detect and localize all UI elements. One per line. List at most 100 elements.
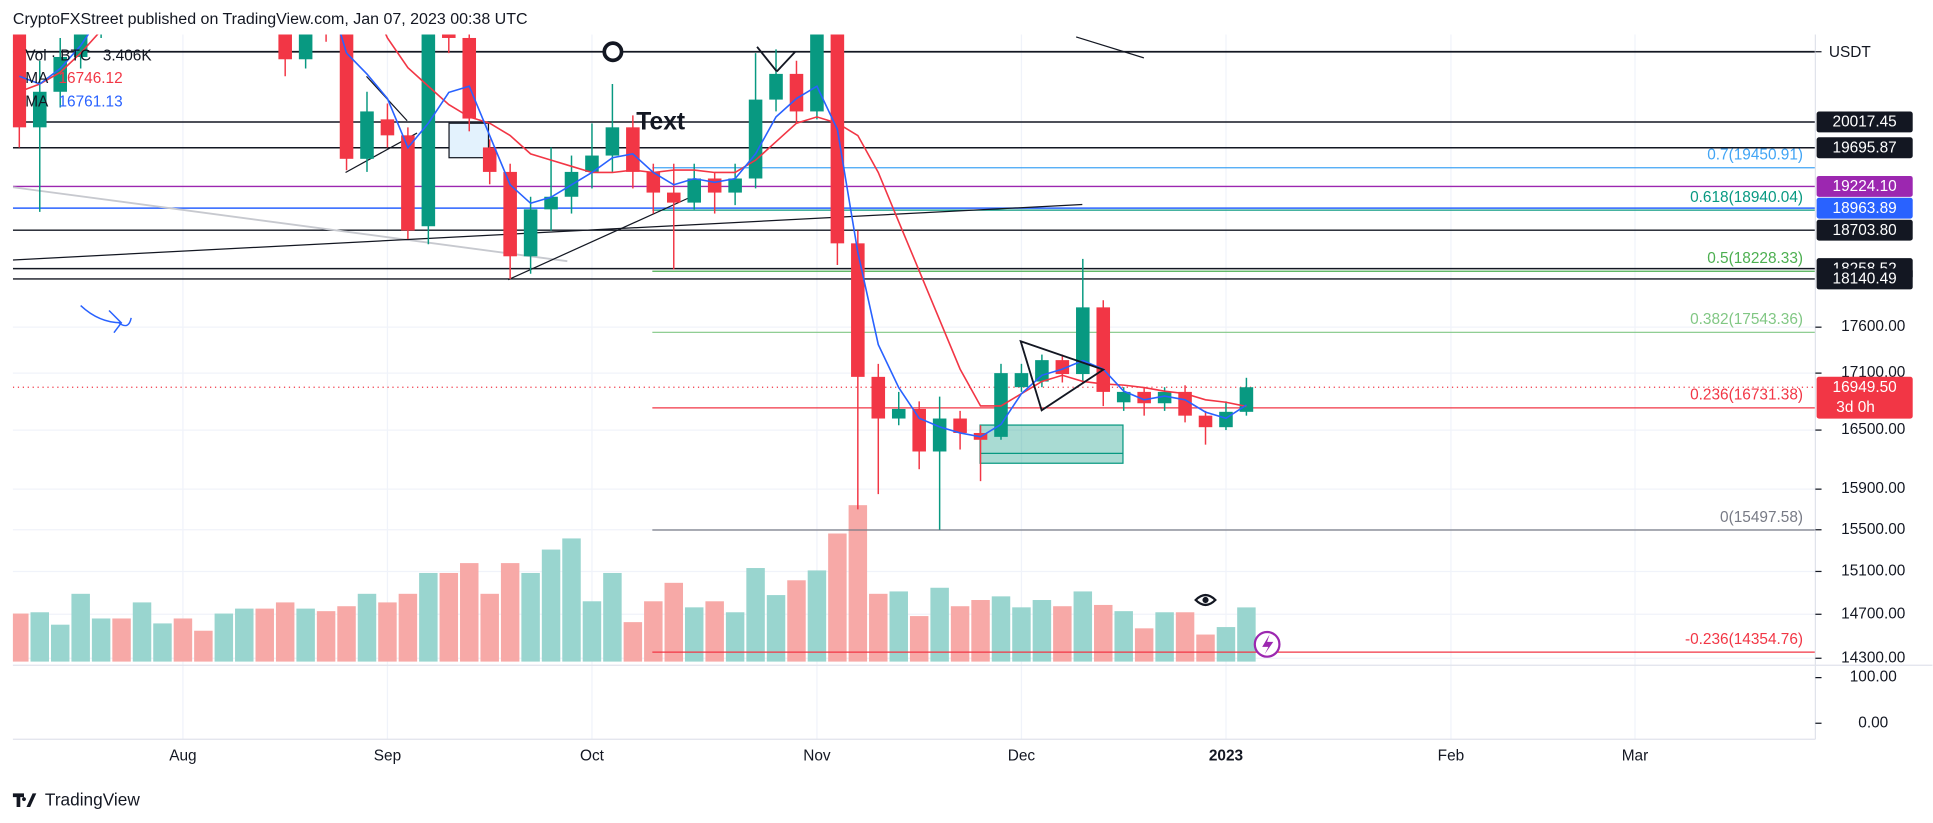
volume-bar <box>562 538 581 662</box>
volume-bar <box>480 593 499 662</box>
candle-body <box>687 178 701 203</box>
candle-body <box>953 418 967 433</box>
price-label-box <box>1816 175 1913 197</box>
volume-bar <box>828 533 847 662</box>
candle-body <box>748 99 763 179</box>
legend: Vol · BTC 3.406K MA 16746.12 MA 16761.13 <box>25 48 152 111</box>
fib-label: 0.5(18228.33) <box>1707 250 1803 267</box>
candle-body <box>462 37 477 119</box>
candle-body <box>728 178 742 193</box>
volume-bar <box>275 602 295 662</box>
price-label-box <box>1816 137 1913 159</box>
x-tick-label: Sep <box>374 748 401 765</box>
candle-body <box>1096 307 1111 392</box>
y-tick-label: 0.00 <box>1858 714 1888 731</box>
x-tick-label: Aug <box>169 748 196 765</box>
volume-bar <box>316 611 336 662</box>
candle-body <box>1157 391 1172 404</box>
candle-body <box>32 91 47 128</box>
volume-bar <box>909 616 929 662</box>
volume-bar <box>194 630 213 662</box>
candle-body <box>339 34 354 159</box>
legend-volume-name: Vol · BTC <box>25 48 91 65</box>
volume-bar <box>460 563 479 662</box>
volume-bar <box>603 572 622 662</box>
volume-bar <box>766 595 786 662</box>
y-tick-label: 16500.00 <box>1841 421 1905 438</box>
volume-bar <box>112 618 131 662</box>
volume-bar <box>50 624 70 662</box>
footer-logo: TradingView <box>12 789 140 809</box>
y-tick-label: 14700.00 <box>1841 605 1905 622</box>
volume-bar <box>1155 612 1174 662</box>
volume-bar <box>848 505 868 662</box>
candle-body <box>666 192 681 203</box>
ma-line <box>19 34 1247 438</box>
x-tick-label: Mar <box>1622 748 1649 765</box>
volume-bar <box>746 568 765 662</box>
triangle <box>1019 339 1106 412</box>
x-tick-label: Oct <box>580 748 605 765</box>
fib-label: 0.618(18940.04) <box>1690 189 1803 206</box>
volume-bar <box>378 602 397 662</box>
volume-bar <box>357 593 377 662</box>
volume-bar <box>419 572 438 662</box>
volume-bar <box>787 580 806 662</box>
candle-body <box>851 243 865 377</box>
x-tick-label: Feb <box>1438 748 1465 765</box>
volume-bar <box>541 549 561 662</box>
candle-body <box>482 147 497 172</box>
x-tick-label: Nov <box>803 748 831 765</box>
countdown: 3d 0h <box>1836 399 1875 416</box>
price-label: 19695.87 <box>1833 139 1897 156</box>
volume-bar <box>1073 591 1093 662</box>
volume-bar <box>132 602 152 662</box>
moving-averages <box>19 34 1247 438</box>
candle-body <box>830 34 845 244</box>
volume-bar <box>337 606 356 662</box>
volume <box>12 505 1256 662</box>
ma-line <box>19 34 1247 408</box>
y-tick-label: 14300.00 <box>1841 649 1905 666</box>
legend-ma-name: MA <box>25 70 49 87</box>
x-tick-label: 2023 <box>1209 748 1243 765</box>
trendline <box>507 196 691 281</box>
logo <box>12 793 37 807</box>
volume-bar <box>930 587 949 662</box>
candle-body <box>626 127 640 172</box>
volume-bar <box>1134 628 1154 662</box>
fib-label: 0.7(19450.91) <box>1707 146 1803 163</box>
price-label: 18140.49 <box>1833 271 1897 288</box>
legend-ma-value: 16746.12 <box>58 70 122 87</box>
y-tick-label: 17600.00 <box>1841 318 1905 335</box>
candle-body <box>707 178 722 193</box>
currency-label: USDT <box>1829 44 1871 61</box>
volume-bar <box>91 618 111 662</box>
candle-body <box>1014 373 1029 388</box>
volume-bar <box>12 613 29 662</box>
candle-body <box>298 34 313 60</box>
candle-body <box>810 34 824 112</box>
candle-body <box>1137 391 1151 404</box>
candles <box>12 34 1254 530</box>
price-label: 18703.80 <box>1833 222 1897 239</box>
price-label: 20017.45 <box>1833 114 1897 131</box>
volume-bar <box>889 591 908 662</box>
fib-label: -0.236(14354.76) <box>1685 631 1803 648</box>
volume-bar <box>950 606 970 662</box>
candle-body <box>1035 360 1049 382</box>
candle-body <box>544 196 558 210</box>
candle-body <box>789 73 804 112</box>
trendline <box>12 203 1083 261</box>
trendline <box>12 186 568 263</box>
axes: USDT Aug Sep Oct Nov Dec 2023 Feb Mar17600.0017… <box>12 34 1933 765</box>
volume-bar <box>971 600 990 662</box>
volume-bar <box>1012 607 1031 662</box>
x-tick-label: Dec <box>1008 748 1036 765</box>
candle-body <box>912 408 926 452</box>
eye-pupil[interactable] <box>1202 596 1209 604</box>
y-tick-label: 15500.00 <box>1841 521 1905 538</box>
y-tick-label: 100.00 <box>1850 669 1897 686</box>
candle-body <box>585 155 599 172</box>
candle-body <box>994 373 1008 437</box>
